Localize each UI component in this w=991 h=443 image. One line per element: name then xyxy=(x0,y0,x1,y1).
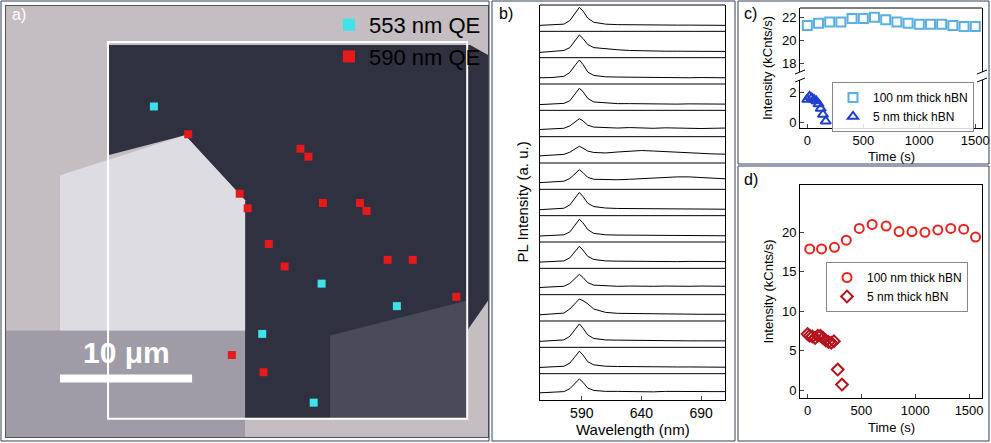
svg-text:553 nm QE: 553 nm QE xyxy=(369,13,480,38)
svg-text:20: 20 xyxy=(782,33,796,48)
svg-text:1000: 1000 xyxy=(905,133,934,148)
svg-text:590 nm QE: 590 nm QE xyxy=(369,45,480,70)
svg-text:500: 500 xyxy=(852,133,874,148)
svg-text:590: 590 xyxy=(570,405,594,421)
svg-text:22: 22 xyxy=(782,10,796,25)
svg-text:2: 2 xyxy=(789,85,796,100)
svg-text:640: 640 xyxy=(630,405,654,421)
svg-text:Wavelength (nm): Wavelength (nm) xyxy=(576,421,690,438)
svg-text:5 nm thick hBN: 5 nm thick hBN xyxy=(867,290,948,304)
svg-text:Time (s): Time (s) xyxy=(868,420,915,435)
svg-text:100 nm thick hBN: 100 nm thick hBN xyxy=(873,91,968,105)
svg-text:1000: 1000 xyxy=(901,403,930,418)
svg-text:Intensity (kCnts/s): Intensity (kCnts/s) xyxy=(760,16,775,120)
svg-text:18: 18 xyxy=(782,56,796,71)
svg-text:5 nm thick hBN: 5 nm thick hBN xyxy=(873,110,954,124)
svg-text:0: 0 xyxy=(789,383,796,398)
svg-text:Intensity (kCnts/s): Intensity (kCnts/s) xyxy=(761,239,776,343)
svg-text:15: 15 xyxy=(782,264,796,279)
svg-text:20: 20 xyxy=(782,225,796,240)
svg-text:0: 0 xyxy=(804,403,811,418)
svg-text:Time (s): Time (s) xyxy=(868,149,915,164)
svg-text:a): a) xyxy=(12,6,26,23)
svg-text:b): b) xyxy=(499,5,513,22)
svg-text:500: 500 xyxy=(851,403,873,418)
svg-text:c): c) xyxy=(744,5,757,22)
svg-text:5: 5 xyxy=(789,343,796,358)
svg-text:1500: 1500 xyxy=(955,403,984,418)
svg-text:100 nm thick hBN: 100 nm thick hBN xyxy=(867,271,962,285)
svg-text:0: 0 xyxy=(789,115,796,130)
svg-text:10 μm: 10 μm xyxy=(83,336,170,369)
svg-text:PL Intensity (a. u.): PL Intensity (a. u.) xyxy=(514,141,531,262)
svg-text:d): d) xyxy=(744,171,758,188)
svg-text:690: 690 xyxy=(689,405,713,421)
svg-text:10: 10 xyxy=(782,304,796,319)
svg-text:0: 0 xyxy=(804,133,811,148)
svg-text:1500: 1500 xyxy=(961,133,990,148)
